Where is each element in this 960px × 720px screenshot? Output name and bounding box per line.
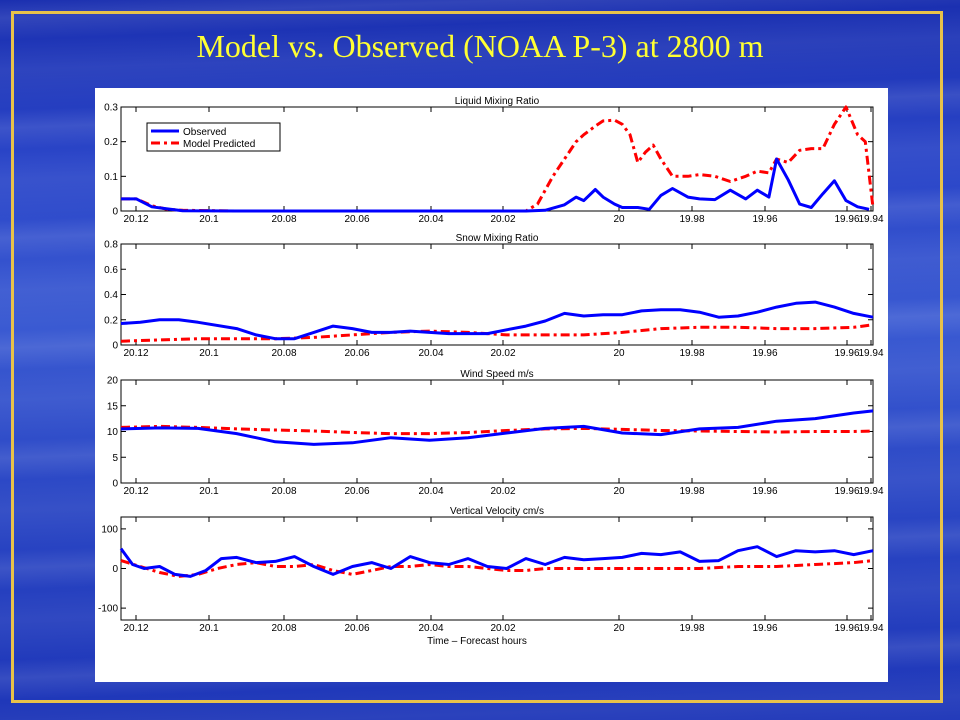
x-tick-label: 20.06 xyxy=(344,486,369,497)
x-tick-label: 19.94 xyxy=(858,348,883,359)
y-tick-label: 10 xyxy=(107,427,119,438)
legend-label-model: Model Predicted xyxy=(183,139,255,150)
x-tick-label: 20.12 xyxy=(123,214,148,225)
x-tick-label: 20 xyxy=(613,214,625,225)
x-tick-label: 20.06 xyxy=(344,214,369,225)
model-series-line xyxy=(120,559,874,578)
y-tick-label: 20 xyxy=(107,376,119,387)
x-tick-label: 20.1 xyxy=(199,486,219,497)
x-tick-label: 20.08 xyxy=(271,214,296,225)
x-tick-label: 20.08 xyxy=(271,623,296,634)
x-tick-label: 20 xyxy=(613,486,625,497)
x-tick-label: 19.96 xyxy=(834,214,859,225)
x-tick-label: 19.96 xyxy=(834,486,859,497)
x-tick-label: 20.12 xyxy=(123,486,148,497)
x-tick-label: 19.94 xyxy=(858,214,883,225)
x-tick-label: 20.02 xyxy=(490,623,515,634)
x-tick-label: 19.96 xyxy=(752,623,777,634)
x-tick-label: 20.1 xyxy=(199,623,219,634)
legend-box xyxy=(146,122,281,152)
slide-title: Model vs. Observed (NOAA P-3) at 2800 m xyxy=(196,28,764,64)
y-tick-label: 0.6 xyxy=(104,265,118,276)
figure-panel: Liquid Mixing Ratio 0 0.1 0.2 0.3 20.12 20.1 20… xyxy=(95,88,888,682)
x-tick-label: 20.02 xyxy=(490,214,515,225)
x-tick-label: 19.98 xyxy=(679,348,704,359)
observed-series-line xyxy=(119,545,874,578)
x-tick-label: 19.98 xyxy=(679,623,704,634)
x-tick-label: 19.96 xyxy=(834,623,859,634)
x-tick-label: 19.96 xyxy=(752,214,777,225)
panel-title: Snow Mixing Ratio xyxy=(456,233,539,244)
legend-label-observed: Observed xyxy=(183,127,226,138)
x-tick-label: 19.94 xyxy=(858,486,883,497)
y-tick-label: 15 xyxy=(107,401,119,412)
model-series-line xyxy=(121,105,875,213)
x-tick-label: 20.04 xyxy=(418,348,443,359)
x-tick-label: 19.96 xyxy=(752,486,777,497)
panel-title: Wind Speed m/s xyxy=(460,369,533,380)
x-tick-label: 19.98 xyxy=(679,214,704,225)
x-tick-label: 20.04 xyxy=(418,486,443,497)
x-tick-label: 20.1 xyxy=(199,348,219,359)
model-series-line xyxy=(120,424,874,436)
observed-series-line xyxy=(120,409,874,446)
x-tick-label: 20.04 xyxy=(418,214,443,225)
x-tick-label: 20.02 xyxy=(490,348,515,359)
axes-frame xyxy=(120,243,874,346)
y-tick-label: 0 xyxy=(112,564,118,575)
panel-title: Liquid Mixing Ratio xyxy=(455,96,540,107)
x-tick-label: 20.06 xyxy=(344,348,369,359)
y-tick-label: 0 xyxy=(112,207,118,218)
x-tick-label: 20.08 xyxy=(271,348,296,359)
y-tick-label: 0.8 xyxy=(104,240,118,251)
observed-series-line xyxy=(121,157,870,213)
x-tick-label: 20.06 xyxy=(344,623,369,634)
y-tick-label: 5 xyxy=(112,453,118,464)
y-tick-label: 0.3 xyxy=(104,103,118,114)
y-tick-label: 0.2 xyxy=(104,315,118,326)
observed-series-line xyxy=(120,300,874,341)
x-axis-label: Time – Forecast hours xyxy=(427,636,527,647)
x-tick-label: 20 xyxy=(613,348,625,359)
x-tick-label: 19.96 xyxy=(752,348,777,359)
x-tick-label: 19.94 xyxy=(858,623,883,634)
x-tick-label: 20.04 xyxy=(418,623,443,634)
y-tick-label: 0.4 xyxy=(104,290,118,301)
y-tick-label: 100 xyxy=(101,524,118,535)
x-tick-label: 19.96 xyxy=(834,348,859,359)
y-tick-label: 0.1 xyxy=(104,172,118,183)
panel-title: Vertical Velocity cm/s xyxy=(450,506,544,517)
x-tick-label: 20.12 xyxy=(123,623,148,634)
axes-frame xyxy=(120,379,874,484)
x-tick-label: 20.12 xyxy=(123,348,148,359)
y-tick-label: 0 xyxy=(112,341,118,352)
x-tick-label: 20.02 xyxy=(490,486,515,497)
model-series-line xyxy=(120,323,874,343)
x-tick-label: 20.08 xyxy=(271,486,296,497)
y-tick-label: 0 xyxy=(112,479,118,490)
slide-border xyxy=(11,11,943,703)
y-tick-label: 0.2 xyxy=(104,137,118,148)
x-tick-label: 20 xyxy=(613,623,625,634)
y-tick-label: -100 xyxy=(98,604,118,615)
x-tick-label: 20.1 xyxy=(199,214,219,225)
x-tick-label: 19.98 xyxy=(679,486,704,497)
